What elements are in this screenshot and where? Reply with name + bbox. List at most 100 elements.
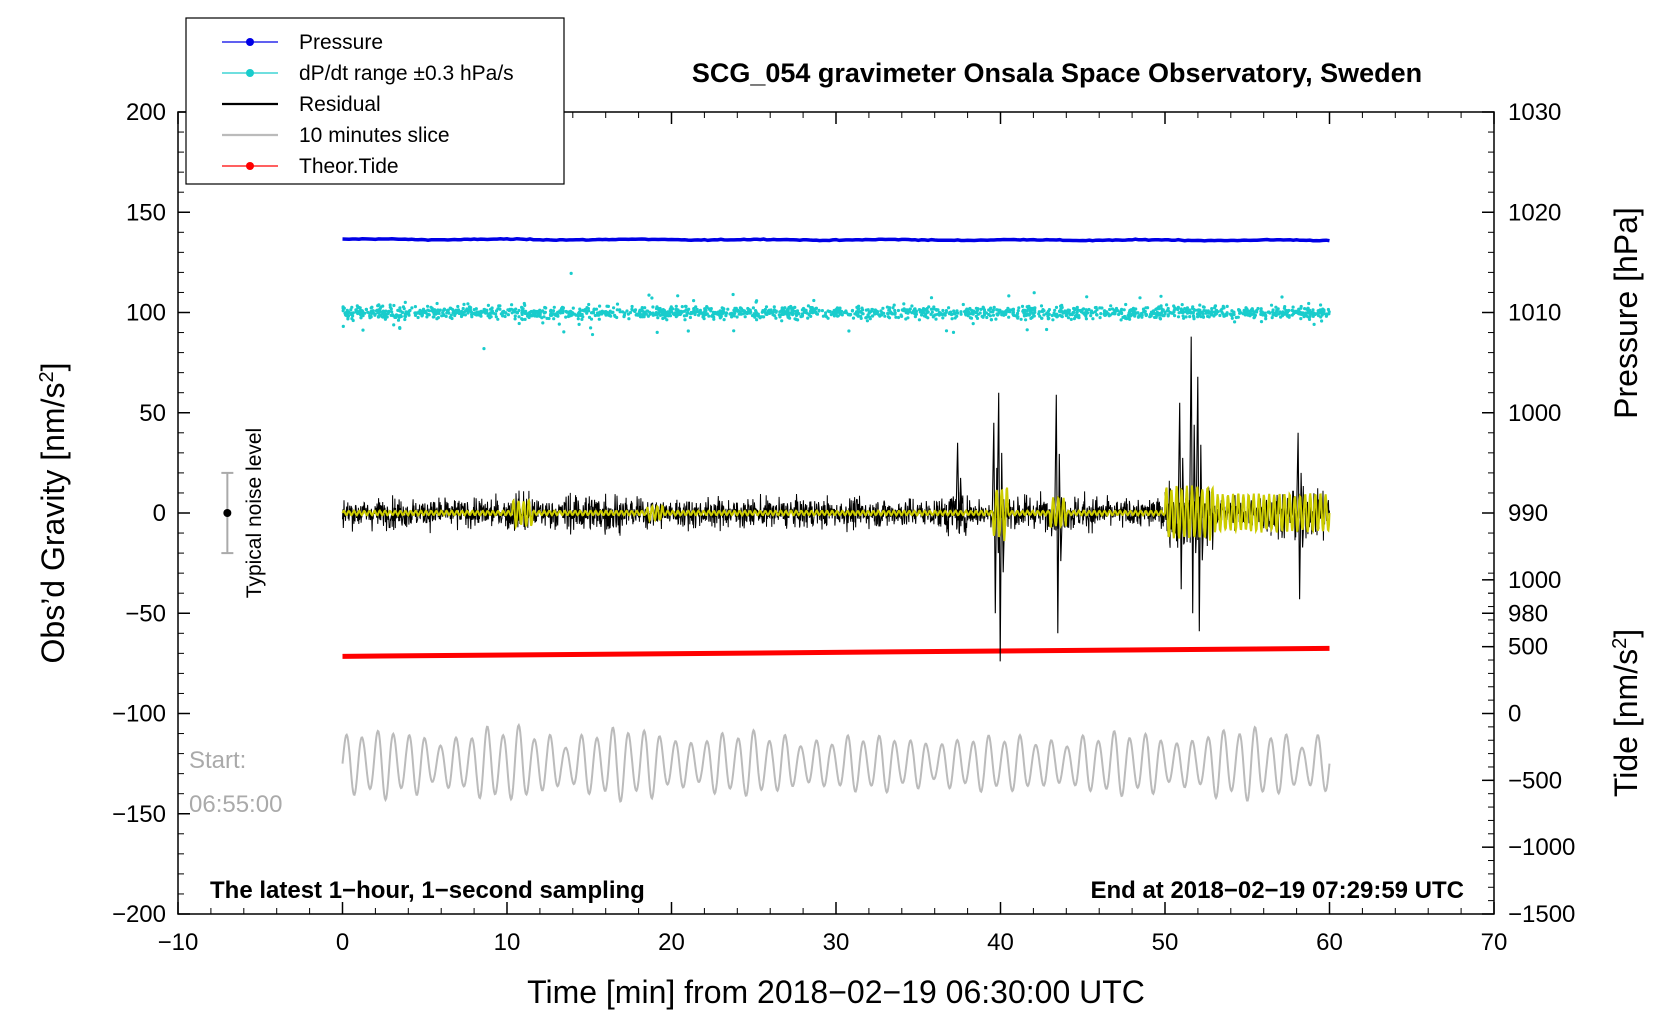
dpdt-point <box>693 312 697 317</box>
dpdt-point <box>1313 312 1317 317</box>
dpdt-point <box>982 306 986 311</box>
dpdt-point <box>1157 311 1161 315</box>
dpdt-point <box>1222 306 1226 310</box>
dpdt-point <box>1108 307 1112 312</box>
dpdt-point <box>392 323 396 327</box>
dpdt-point <box>650 296 654 300</box>
dpdt-point <box>1015 312 1020 316</box>
dpdt-point <box>437 309 441 313</box>
pressure-tick-label: 980 <box>1508 600 1548 627</box>
dpdt-point <box>1054 305 1059 309</box>
dpdt-point <box>506 313 510 317</box>
dpdt-point <box>1037 312 1041 316</box>
dpdt-point <box>1183 307 1187 311</box>
dpdt-point <box>666 310 670 314</box>
dpdt-point <box>364 307 368 311</box>
dpdt-point <box>1119 318 1123 322</box>
dpdt-point <box>1134 307 1138 311</box>
dpdt-point <box>679 312 683 316</box>
dpdt-point <box>1225 304 1229 308</box>
dpdt-point <box>959 312 963 316</box>
dpdt-point <box>388 303 392 307</box>
dpdt-point <box>650 311 654 315</box>
dpdt-point <box>1294 309 1298 313</box>
dpdt-point <box>707 314 711 318</box>
dpdt-point <box>661 308 665 312</box>
dpdt-point <box>543 305 547 310</box>
dpdt-point <box>920 313 924 317</box>
dpdt-point <box>731 292 735 297</box>
dpdt-point <box>835 306 840 310</box>
dpdt-point <box>1129 314 1133 318</box>
dpdt-point <box>486 303 490 307</box>
dpdt-point <box>524 309 528 313</box>
dpdt-point <box>820 309 825 313</box>
x-tick-label: 30 <box>823 929 850 956</box>
dpdt-point <box>496 317 500 321</box>
axes-layer: −10 0 10 20 30 40 50 60 70200150100500−50−100−15… <box>112 99 1575 956</box>
dpdt-point <box>1244 308 1248 312</box>
dpdt-point <box>814 306 819 310</box>
dpdt-point <box>427 309 431 313</box>
dpdt-point <box>1184 315 1188 319</box>
left-tick-label: −100 <box>112 701 166 728</box>
dpdt-point <box>1144 313 1148 318</box>
dpdt-point <box>704 312 708 317</box>
dpdt-point <box>866 308 870 312</box>
dpdt-point <box>893 312 897 316</box>
dpdt-point <box>1305 307 1309 311</box>
dpdt-point <box>1192 307 1196 312</box>
dpdt-point <box>517 315 521 319</box>
dpdt-point <box>1016 309 1020 313</box>
dpdt-point <box>1322 309 1326 313</box>
dpdt-point <box>1123 314 1127 319</box>
dpdt-point <box>697 313 701 317</box>
y-axis-title-pressure: Pressure [hPa] <box>1608 207 1644 419</box>
dpdt-point <box>1326 307 1330 312</box>
dpdt-point <box>1064 314 1068 318</box>
x-tick-label: 0 <box>336 929 349 956</box>
dpdt-point <box>466 311 470 315</box>
dpdt-point <box>552 305 556 309</box>
dpdt-point <box>991 310 995 314</box>
dpdt-point <box>1072 317 1076 321</box>
dpdt-point <box>1120 307 1124 311</box>
dpdt-point <box>346 317 350 321</box>
x-tick-label: 70 <box>1481 929 1508 956</box>
dpdt-point <box>1066 310 1070 315</box>
dpdt-point <box>1006 306 1010 310</box>
dpdt-point <box>1019 317 1023 321</box>
dpdt-point <box>1093 310 1097 314</box>
dpdt-point <box>1201 305 1205 309</box>
dpdt-point <box>688 315 693 320</box>
dpdt-point <box>951 330 956 334</box>
dpdt-point <box>435 301 439 306</box>
dpdt-point <box>892 303 896 307</box>
dpdt-point <box>403 300 407 304</box>
dpdt-point <box>1181 310 1185 315</box>
dpdt-point <box>383 317 387 321</box>
dpdt-point <box>754 300 758 304</box>
dpdt-point <box>407 309 412 313</box>
dpdt-point <box>1100 306 1104 310</box>
dpdt-point <box>861 312 865 316</box>
dpdt-point <box>536 313 540 317</box>
dpdt-point <box>902 302 906 306</box>
dpdt-point <box>959 310 963 314</box>
dpdt-point <box>995 308 999 312</box>
dpdt-point <box>503 314 507 319</box>
dpdt-point <box>589 317 594 321</box>
dpdt-point <box>425 315 429 319</box>
dpdt-point <box>1042 313 1046 317</box>
dpdt-point <box>762 315 766 319</box>
dpdt-point <box>1122 308 1126 312</box>
dpdt-point <box>832 314 837 318</box>
dpdt-point <box>787 313 791 317</box>
left-tick-label: 50 <box>139 400 166 427</box>
dpdt-point <box>470 315 474 319</box>
dpdt-point <box>1285 313 1289 317</box>
dpdt-point <box>730 315 734 319</box>
dpdt-point <box>627 317 631 321</box>
dpdt-point <box>791 311 795 315</box>
dpdt-point <box>390 310 394 314</box>
